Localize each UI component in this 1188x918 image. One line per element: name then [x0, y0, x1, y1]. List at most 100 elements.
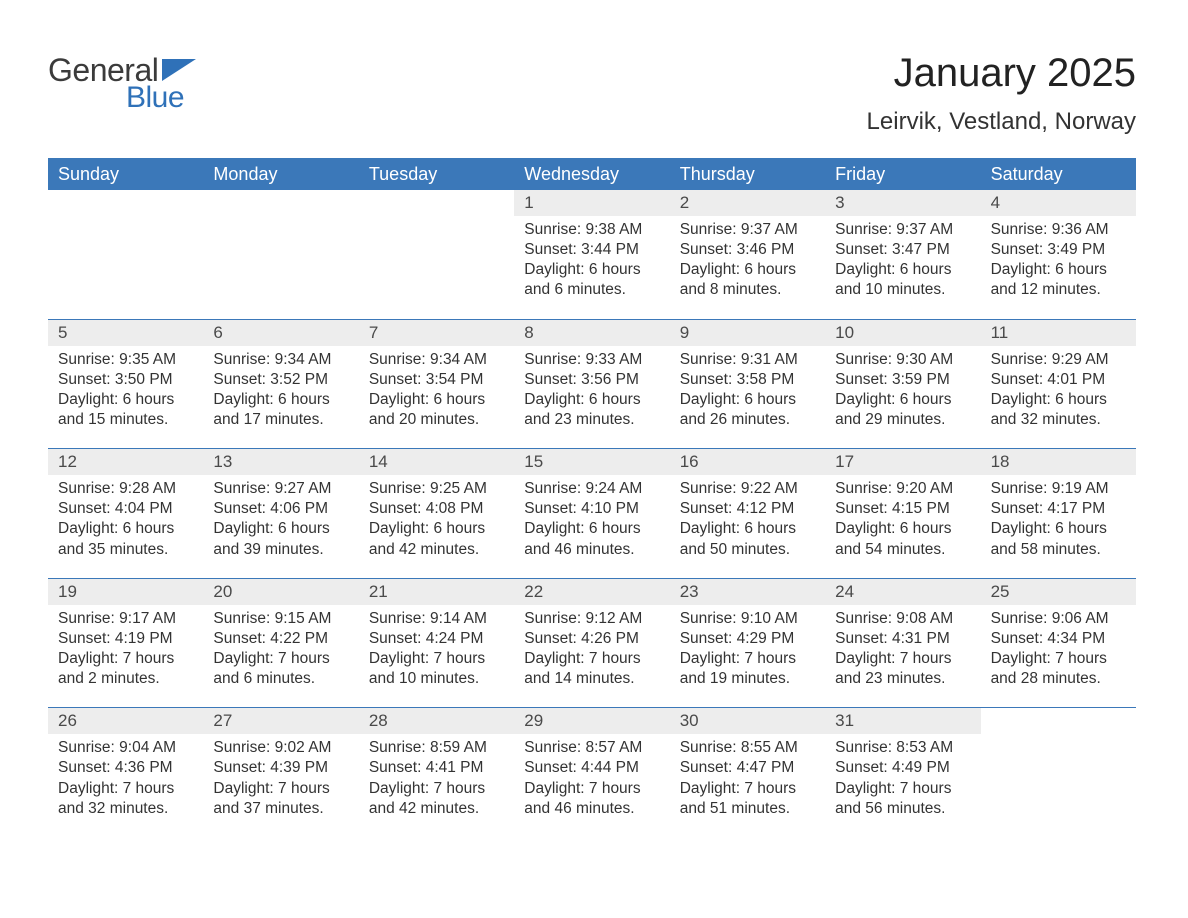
daylight-text-line2: and 51 minutes.	[680, 799, 817, 819]
day-number: 22	[514, 579, 669, 605]
day-number: 5	[48, 320, 203, 346]
day-body: Sunrise: 9:12 AMSunset: 4:26 PMDaylight:…	[514, 605, 669, 690]
calendar-day: 10Sunrise: 9:30 AMSunset: 3:59 PMDayligh…	[825, 320, 980, 449]
day-number: 16	[670, 449, 825, 475]
daylight-text-line2: and 29 minutes.	[835, 410, 972, 430]
day-body: Sunrise: 9:17 AMSunset: 4:19 PMDaylight:…	[48, 605, 203, 690]
dow-thursday: Thursday	[670, 164, 825, 185]
day-number: 15	[514, 449, 669, 475]
calendar-day: 25Sunrise: 9:06 AMSunset: 4:34 PMDayligh…	[981, 579, 1136, 708]
sunset-text: Sunset: 4:06 PM	[213, 499, 350, 519]
daylight-text-line1: Daylight: 6 hours	[991, 519, 1128, 539]
daylight-text-line2: and 10 minutes.	[369, 669, 506, 689]
calendar-day	[981, 708, 1136, 837]
day-body: Sunrise: 9:14 AMSunset: 4:24 PMDaylight:…	[359, 605, 514, 690]
day-number: 18	[981, 449, 1136, 475]
daylight-text-line1: Daylight: 6 hours	[524, 519, 661, 539]
header-right: January 2025 Leirvik, Vestland, Norway	[867, 52, 1136, 136]
sunset-text: Sunset: 3:47 PM	[835, 240, 972, 260]
daylight-text-line1: Daylight: 7 hours	[991, 649, 1128, 669]
calendar-day: 2Sunrise: 9:37 AMSunset: 3:46 PMDaylight…	[670, 190, 825, 319]
daylight-text-line2: and 15 minutes.	[58, 410, 195, 430]
sunrise-text: Sunrise: 9:36 AM	[991, 220, 1128, 240]
day-body: Sunrise: 9:19 AMSunset: 4:17 PMDaylight:…	[981, 475, 1136, 560]
daylight-text-line2: and 10 minutes.	[835, 280, 972, 300]
calendar-day: 28Sunrise: 8:59 AMSunset: 4:41 PMDayligh…	[359, 708, 514, 837]
daylight-text-line1: Daylight: 7 hours	[58, 649, 195, 669]
daylight-text-line1: Daylight: 6 hours	[369, 519, 506, 539]
sunset-text: Sunset: 4:01 PM	[991, 370, 1128, 390]
daylight-text-line2: and 42 minutes.	[369, 799, 506, 819]
sunset-text: Sunset: 4:29 PM	[680, 629, 817, 649]
calendar-day: 8Sunrise: 9:33 AMSunset: 3:56 PMDaylight…	[514, 320, 669, 449]
daylight-text-line2: and 23 minutes.	[524, 410, 661, 430]
daylight-text-line1: Daylight: 7 hours	[213, 649, 350, 669]
sunrise-text: Sunrise: 9:06 AM	[991, 609, 1128, 629]
daylight-text-line1: Daylight: 7 hours	[835, 649, 972, 669]
sunset-text: Sunset: 4:41 PM	[369, 758, 506, 778]
daylight-text-line2: and 56 minutes.	[835, 799, 972, 819]
daylight-text-line1: Daylight: 6 hours	[991, 260, 1128, 280]
sunrise-text: Sunrise: 9:28 AM	[58, 479, 195, 499]
day-body: Sunrise: 8:59 AMSunset: 4:41 PMDaylight:…	[359, 734, 514, 819]
sunset-text: Sunset: 4:49 PM	[835, 758, 972, 778]
daylight-text-line2: and 58 minutes.	[991, 540, 1128, 560]
daylight-text-line1: Daylight: 6 hours	[369, 390, 506, 410]
sunset-text: Sunset: 3:49 PM	[991, 240, 1128, 260]
sunset-text: Sunset: 4:26 PM	[524, 629, 661, 649]
sunrise-text: Sunrise: 9:29 AM	[991, 350, 1128, 370]
day-body: Sunrise: 8:57 AMSunset: 4:44 PMDaylight:…	[514, 734, 669, 819]
daylight-text-line1: Daylight: 6 hours	[58, 519, 195, 539]
daylight-text-line2: and 42 minutes.	[369, 540, 506, 560]
day-number: 13	[203, 449, 358, 475]
calendar-day: 3Sunrise: 9:37 AMSunset: 3:47 PMDaylight…	[825, 190, 980, 319]
sunset-text: Sunset: 4:10 PM	[524, 499, 661, 519]
calendar-day: 17Sunrise: 9:20 AMSunset: 4:15 PMDayligh…	[825, 449, 980, 578]
calendar-day: 12Sunrise: 9:28 AMSunset: 4:04 PMDayligh…	[48, 449, 203, 578]
day-body: Sunrise: 9:35 AMSunset: 3:50 PMDaylight:…	[48, 346, 203, 431]
sunrise-text: Sunrise: 9:31 AM	[680, 350, 817, 370]
sunset-text: Sunset: 4:24 PM	[369, 629, 506, 649]
logo-blue-text: Blue	[126, 81, 184, 115]
day-body: Sunrise: 9:08 AMSunset: 4:31 PMDaylight:…	[825, 605, 980, 690]
day-number: 28	[359, 708, 514, 734]
calendar-day	[359, 190, 514, 319]
day-number: 27	[203, 708, 358, 734]
dow-wednesday: Wednesday	[514, 164, 669, 185]
day-number: 3	[825, 190, 980, 216]
sunset-text: Sunset: 4:22 PM	[213, 629, 350, 649]
daylight-text-line2: and 54 minutes.	[835, 540, 972, 560]
daylight-text-line2: and 46 minutes.	[524, 799, 661, 819]
sunset-text: Sunset: 3:50 PM	[58, 370, 195, 390]
weeks-container: 1Sunrise: 9:38 AMSunset: 3:44 PMDaylight…	[48, 190, 1136, 837]
calendar-week: 1Sunrise: 9:38 AMSunset: 3:44 PMDaylight…	[48, 190, 1136, 319]
daylight-text-line1: Daylight: 6 hours	[991, 390, 1128, 410]
calendar-day: 15Sunrise: 9:24 AMSunset: 4:10 PMDayligh…	[514, 449, 669, 578]
calendar-day	[203, 190, 358, 319]
daylight-text-line1: Daylight: 6 hours	[680, 519, 817, 539]
sunset-text: Sunset: 4:44 PM	[524, 758, 661, 778]
daylight-text-line2: and 12 minutes.	[991, 280, 1128, 300]
day-body: Sunrise: 9:34 AMSunset: 3:52 PMDaylight:…	[203, 346, 358, 431]
day-number: 23	[670, 579, 825, 605]
daylight-text-line2: and 14 minutes.	[524, 669, 661, 689]
day-body: Sunrise: 9:25 AMSunset: 4:08 PMDaylight:…	[359, 475, 514, 560]
day-body: Sunrise: 9:02 AMSunset: 4:39 PMDaylight:…	[203, 734, 358, 819]
sunset-text: Sunset: 4:12 PM	[680, 499, 817, 519]
sunrise-text: Sunrise: 8:57 AM	[524, 738, 661, 758]
daylight-text-line1: Daylight: 7 hours	[835, 779, 972, 799]
calendar-day	[48, 190, 203, 319]
sunset-text: Sunset: 4:39 PM	[213, 758, 350, 778]
calendar-day: 29Sunrise: 8:57 AMSunset: 4:44 PMDayligh…	[514, 708, 669, 837]
daylight-text-line1: Daylight: 7 hours	[369, 779, 506, 799]
calendar-week: 26Sunrise: 9:04 AMSunset: 4:36 PMDayligh…	[48, 707, 1136, 837]
day-number: 1	[514, 190, 669, 216]
sunrise-text: Sunrise: 9:19 AM	[991, 479, 1128, 499]
sunrise-text: Sunrise: 9:38 AM	[524, 220, 661, 240]
sunrise-text: Sunrise: 8:55 AM	[680, 738, 817, 758]
day-body: Sunrise: 8:53 AMSunset: 4:49 PMDaylight:…	[825, 734, 980, 819]
sunrise-text: Sunrise: 8:53 AM	[835, 738, 972, 758]
sunrise-text: Sunrise: 9:27 AM	[213, 479, 350, 499]
day-number: 21	[359, 579, 514, 605]
sunset-text: Sunset: 4:17 PM	[991, 499, 1128, 519]
